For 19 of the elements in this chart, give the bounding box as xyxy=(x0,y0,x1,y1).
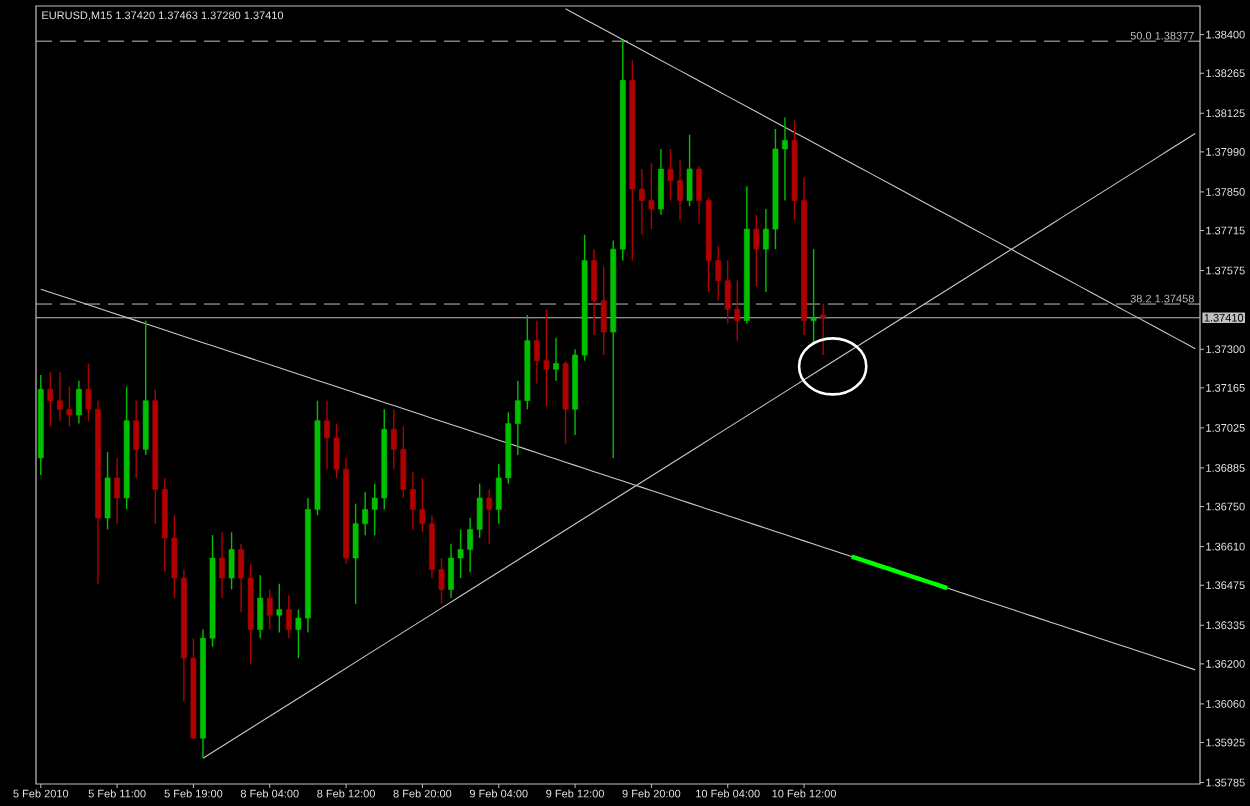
candlestick xyxy=(266,588,273,631)
candlestick xyxy=(486,488,493,545)
candlestick xyxy=(820,302,827,356)
line-series xyxy=(849,554,950,591)
candlestick xyxy=(114,457,120,525)
candlestick xyxy=(753,214,760,287)
candlestick xyxy=(285,594,292,639)
candlestick xyxy=(658,148,664,216)
candlestick xyxy=(553,337,559,382)
candlestick xyxy=(133,400,140,479)
candlestick xyxy=(257,574,264,639)
candlestick xyxy=(810,248,817,345)
candlestick xyxy=(104,451,111,531)
candlestick xyxy=(686,134,693,207)
candlestick xyxy=(219,531,225,599)
candlestick xyxy=(276,583,283,634)
candlestick xyxy=(228,531,235,591)
candlestick xyxy=(562,359,569,445)
candlestick xyxy=(76,380,82,425)
